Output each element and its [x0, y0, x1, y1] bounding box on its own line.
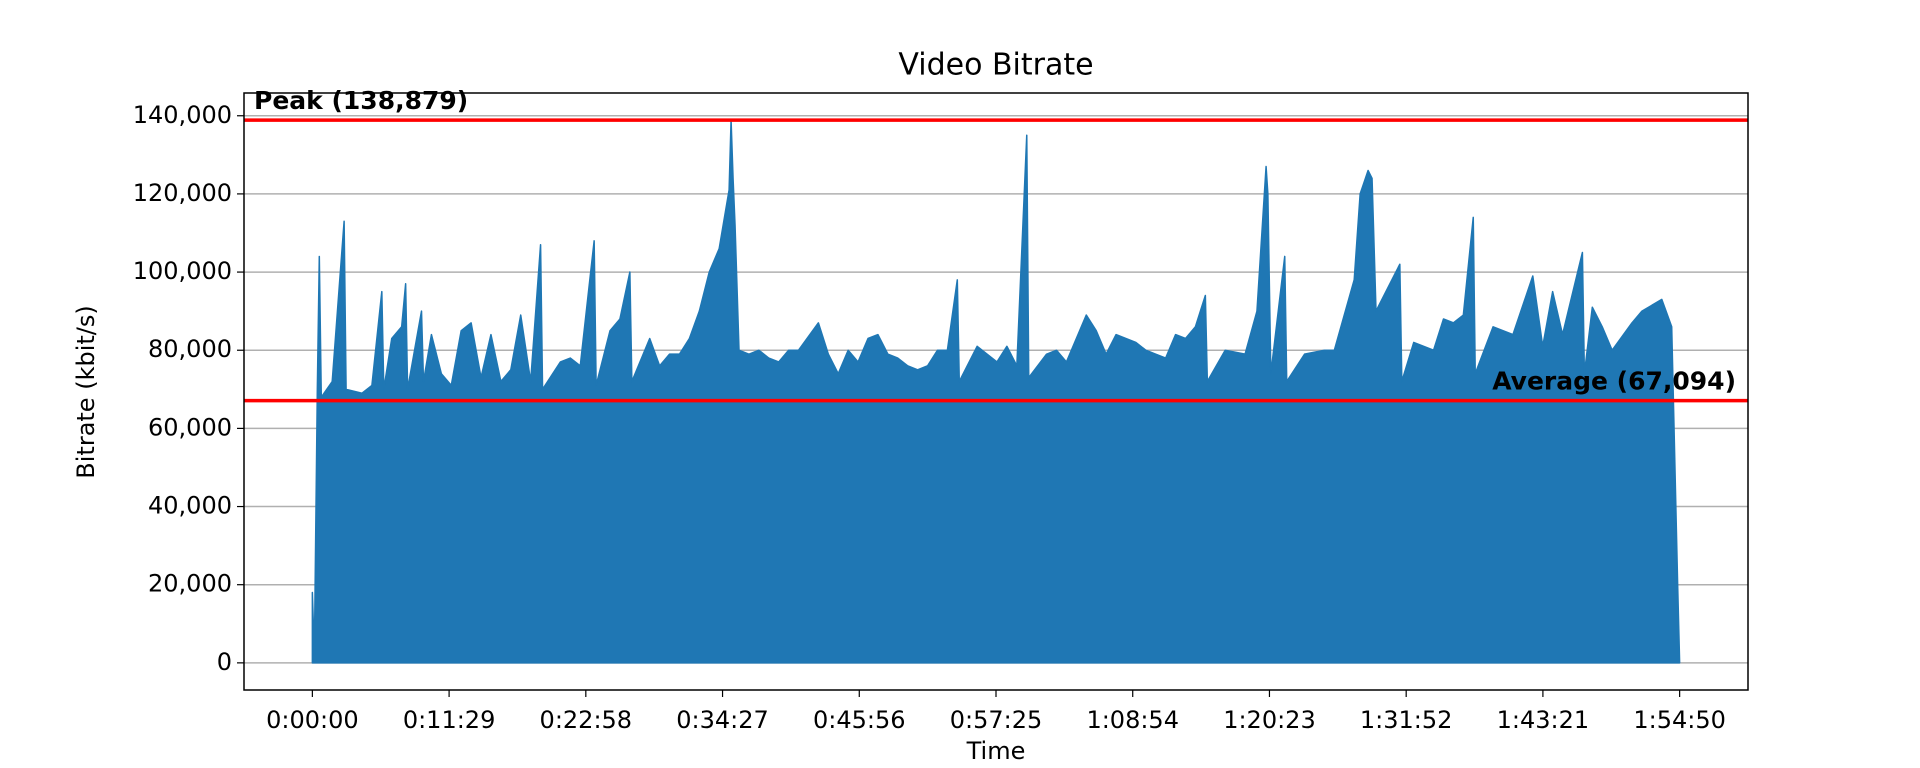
x-tick-label: 0:45:56: [813, 706, 906, 734]
x-tick-label: 1:31:52: [1360, 706, 1453, 734]
y-tick-label: 0: [217, 648, 232, 676]
x-tick-label: 0:11:29: [403, 706, 496, 734]
x-tick-label: 0:00:00: [266, 706, 359, 734]
x-tick-label: 0:22:58: [540, 706, 633, 734]
plot-frame: [243, 92, 1749, 691]
x-tick-label: 1:08:54: [1086, 706, 1179, 734]
y-tick-label: 140,000: [133, 101, 232, 129]
y-tick-label: 120,000: [133, 179, 232, 207]
y-tick-label: 80,000: [148, 335, 232, 363]
reference-label: Peak (138,879): [254, 86, 468, 115]
y-tick-label: 40,000: [148, 492, 232, 520]
x-tick-label: 1:20:23: [1223, 706, 1316, 734]
bitrate-area: [311, 119, 1681, 664]
x-tick-label: 0:57:25: [950, 706, 1043, 734]
chart-title: Video Bitrate: [898, 48, 1093, 83]
y-axis-label: Bitrate (kbit/s): [72, 305, 100, 478]
y-tick-label: 20,000: [148, 570, 232, 598]
y-tick-label: 60,000: [148, 413, 232, 441]
x-tick-label: 1:43:21: [1497, 706, 1590, 734]
x-axis-label: Time: [966, 737, 1026, 765]
x-tick-label: 1:54:50: [1633, 706, 1726, 734]
y-tick-label: 100,000: [133, 257, 232, 285]
reference-label: Average (67,094): [1492, 367, 1736, 396]
x-tick-label: 0:34:27: [676, 706, 769, 734]
